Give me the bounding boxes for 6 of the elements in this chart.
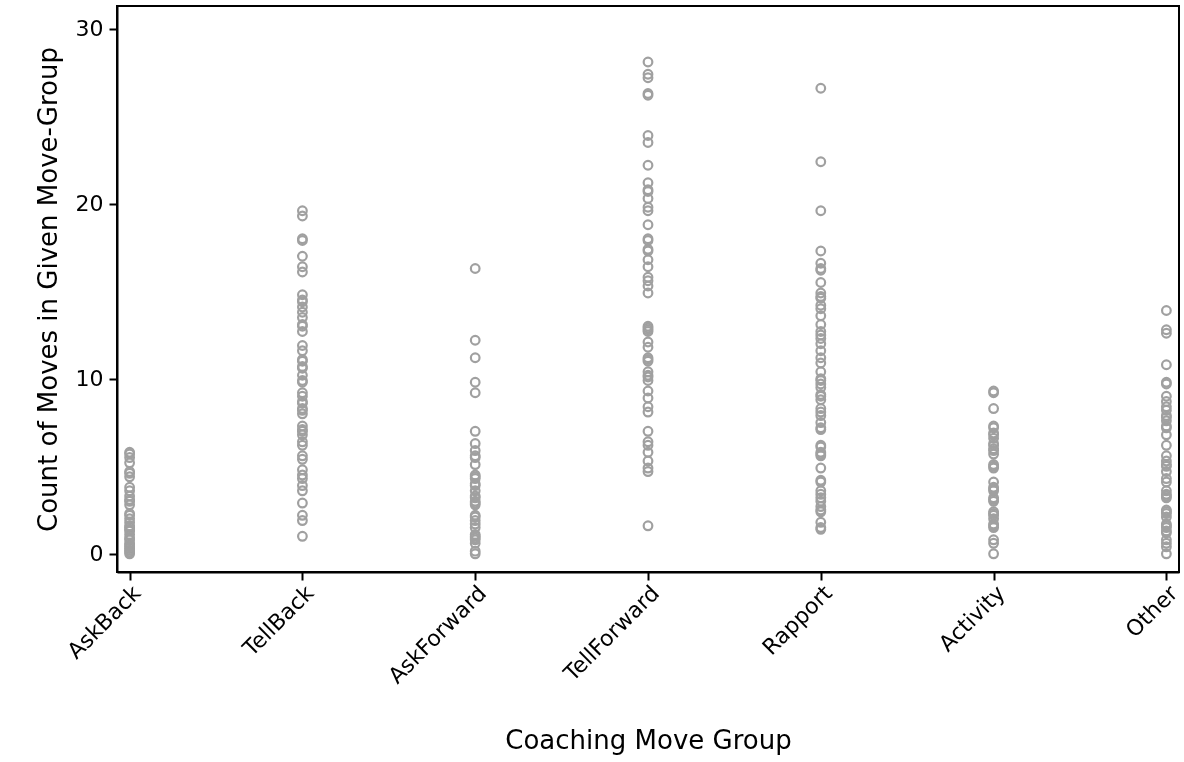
y-axis-title: Count of Moves in Given Move-Group	[32, 46, 63, 533]
y-tick-label: 0	[89, 541, 104, 567]
y-tick-label: 10	[75, 366, 104, 392]
y-tick-label: 20	[75, 191, 104, 217]
y-tick-label: 30	[75, 16, 104, 42]
x-axis-title: Coaching Move Group	[505, 724, 792, 755]
